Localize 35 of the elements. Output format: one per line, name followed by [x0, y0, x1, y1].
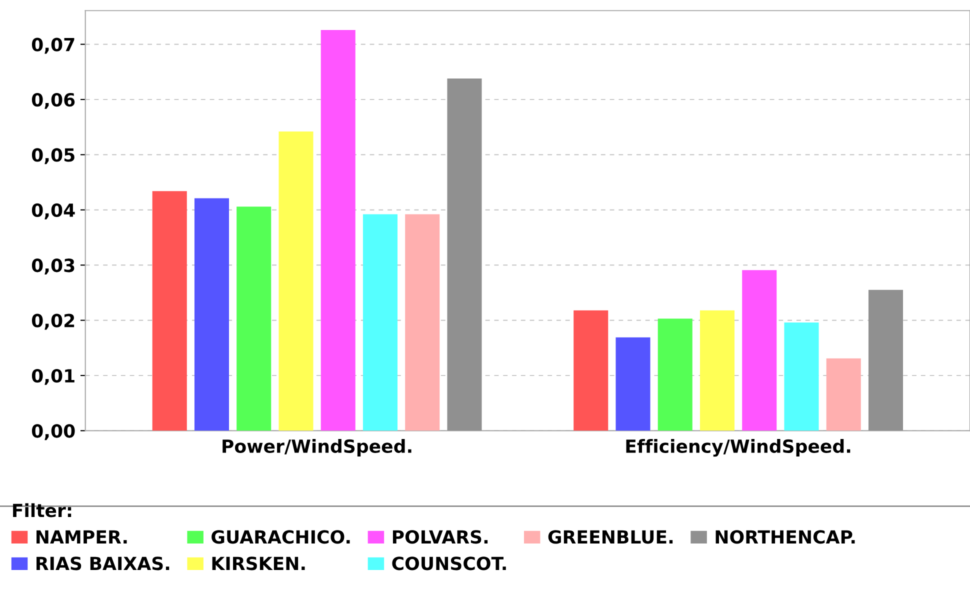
- y-tick-label: 0,04: [32, 203, 75, 220]
- bar: [362, 214, 398, 431]
- bar: [447, 78, 482, 431]
- bar: [236, 206, 272, 431]
- bar: [826, 358, 861, 431]
- legend-label: GREENBLUE.: [548, 530, 673, 544]
- y-tick-label: 0,01: [32, 368, 74, 385]
- y-tick-label: 0,05: [32, 148, 74, 164]
- legend-label: NAMPER.: [36, 530, 127, 544]
- bar: [278, 132, 314, 431]
- x-tick-label: Power/WindSpeed.: [222, 439, 412, 457]
- y-tick-label: 0,06: [32, 92, 75, 109]
- bar: [700, 310, 735, 431]
- y-tick-label: 0,07: [32, 38, 74, 54]
- y-tick-label: 0,00: [32, 424, 75, 440]
- y-tick-label: 0,02: [32, 314, 74, 330]
- legend-label: NORTHENCAP.: [716, 530, 855, 544]
- bar: [784, 322, 819, 431]
- legend-title: Filter:: [13, 503, 72, 518]
- bar: [152, 191, 187, 431]
- bar: [405, 214, 440, 431]
- legend-label: GUARACHICO.: [212, 530, 350, 544]
- legend-label: KIRSKEN.: [212, 556, 305, 570]
- bar: [658, 318, 692, 431]
- legend-label: POLVARS.: [392, 530, 488, 544]
- bar: [574, 310, 608, 431]
- x-tick-label: Efficiency/WindSpeed.: [626, 439, 850, 457]
- legend-label: COUNSCOT.: [392, 556, 506, 570]
- bar: [742, 270, 777, 431]
- bar: [194, 198, 230, 431]
- bar: [320, 30, 356, 431]
- y-tick-label: 0,03: [32, 258, 74, 275]
- bar: [868, 290, 904, 431]
- bar: [616, 337, 650, 431]
- legend-label: RIAS BAIXAS.: [36, 556, 170, 570]
